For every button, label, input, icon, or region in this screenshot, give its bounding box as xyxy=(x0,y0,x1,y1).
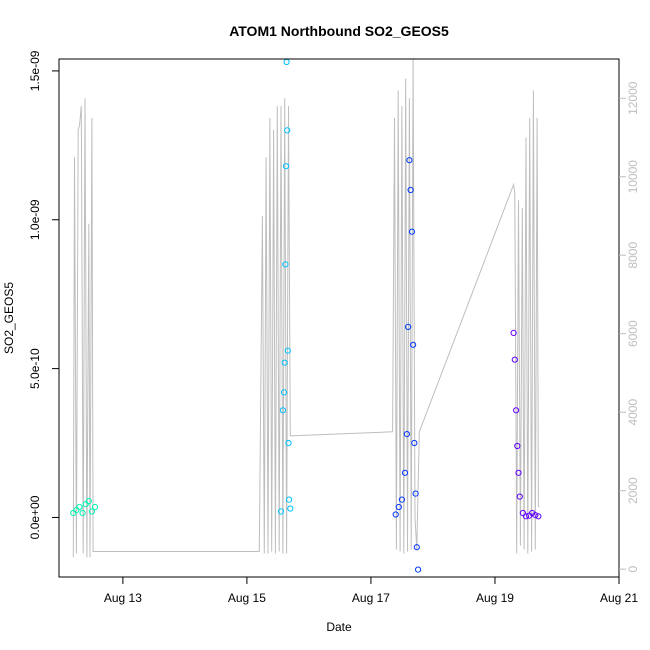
data-point-series-4 xyxy=(522,513,530,520)
x-axis-label: Date xyxy=(326,620,352,634)
data-point-series-1 xyxy=(85,498,92,505)
data-point-series-3 xyxy=(412,490,419,497)
y2-tick-label: 10000 xyxy=(626,160,640,194)
data-point-series-4 xyxy=(514,442,521,450)
data-point-series-4 xyxy=(513,407,520,414)
y-axis-label: SO2_GEOS5 xyxy=(2,282,16,354)
data-point-series-3 xyxy=(411,439,418,447)
x-tick-label: Aug 19 xyxy=(476,591,514,605)
data-point-series-2 xyxy=(282,261,289,268)
y2-tick-label: 12000 xyxy=(626,81,640,115)
data-point-series-2 xyxy=(277,508,285,515)
data-point-series-3 xyxy=(413,544,420,551)
x-tick-label: Aug 13 xyxy=(104,591,142,605)
data-point-series-3 xyxy=(398,496,405,503)
data-point-series-3 xyxy=(406,157,413,164)
data-point-series-1 xyxy=(76,503,83,511)
y-tick-label: 1.0e-09 xyxy=(28,199,42,240)
data-point-series-2 xyxy=(281,359,288,366)
x-tick-label: Aug 15 xyxy=(228,591,266,605)
data-point-series-3 xyxy=(408,228,415,235)
data-point-series-3 xyxy=(415,566,422,573)
chart-title: ATOM1 Northbound SO2_GEOS5 xyxy=(229,23,449,39)
data-point-series-4 xyxy=(532,512,539,519)
altitude-trace-line xyxy=(72,58,540,558)
data-point-series-2 xyxy=(287,505,294,512)
data-point-series-4 xyxy=(510,329,517,336)
y2-tick-label: 8000 xyxy=(626,242,640,269)
y2-tick-label: 0 xyxy=(626,565,640,572)
y2-tick-label: 2000 xyxy=(626,477,640,504)
data-point-series-2 xyxy=(284,127,291,134)
data-point-series-4 xyxy=(516,493,523,500)
data-point-series-2 xyxy=(279,407,286,414)
data-point-series-3 xyxy=(395,503,402,511)
x-tick-label: Aug 17 xyxy=(352,591,390,605)
data-point-series-2 xyxy=(283,58,290,66)
data-point-series-1 xyxy=(79,509,86,517)
data-point-series-2 xyxy=(281,389,288,396)
y-tick-label: 5.0e-10 xyxy=(28,348,42,389)
data-point-series-2 xyxy=(282,163,290,170)
data-point-series-1 xyxy=(91,503,99,511)
data-point-series-4 xyxy=(515,469,522,476)
data-point-series-4 xyxy=(511,356,518,363)
data-point-series-3 xyxy=(392,511,399,518)
data-point-series-2 xyxy=(286,496,293,503)
data-point-series-2 xyxy=(285,439,292,447)
data-point-series-3 xyxy=(405,323,412,330)
data-point-series-1 xyxy=(88,508,96,515)
data-point-series-3 xyxy=(403,431,410,438)
y2-tick-label: 6000 xyxy=(626,320,640,347)
x-tick-label: Aug 21 xyxy=(600,591,638,605)
y-axis: 0.0e+00 5.0e-10 1.0e-09 1.5e-09 xyxy=(28,50,59,539)
data-point-series-4 xyxy=(519,509,527,517)
x-axis: Aug 13 Aug 15 Aug 17 Aug 19 Aug 21 xyxy=(104,577,638,605)
data-point-series-4 xyxy=(535,513,542,520)
plot-frame xyxy=(58,58,620,578)
data-point-series-3 xyxy=(401,469,409,476)
series-points-layer xyxy=(70,58,542,573)
y2-tick-label: 4000 xyxy=(626,399,640,426)
data-point-series-2 xyxy=(284,347,291,354)
altitude-trace-layer xyxy=(72,58,540,558)
data-point-series-3 xyxy=(407,186,414,194)
data-point-series-3 xyxy=(410,341,417,348)
y2-axis: 0 2000 4000 6000 8000 10000 12000 xyxy=(619,81,640,572)
y-tick-label: 0.0e+00 xyxy=(28,495,42,539)
y-tick-label: 1.5e-09 xyxy=(28,50,42,91)
